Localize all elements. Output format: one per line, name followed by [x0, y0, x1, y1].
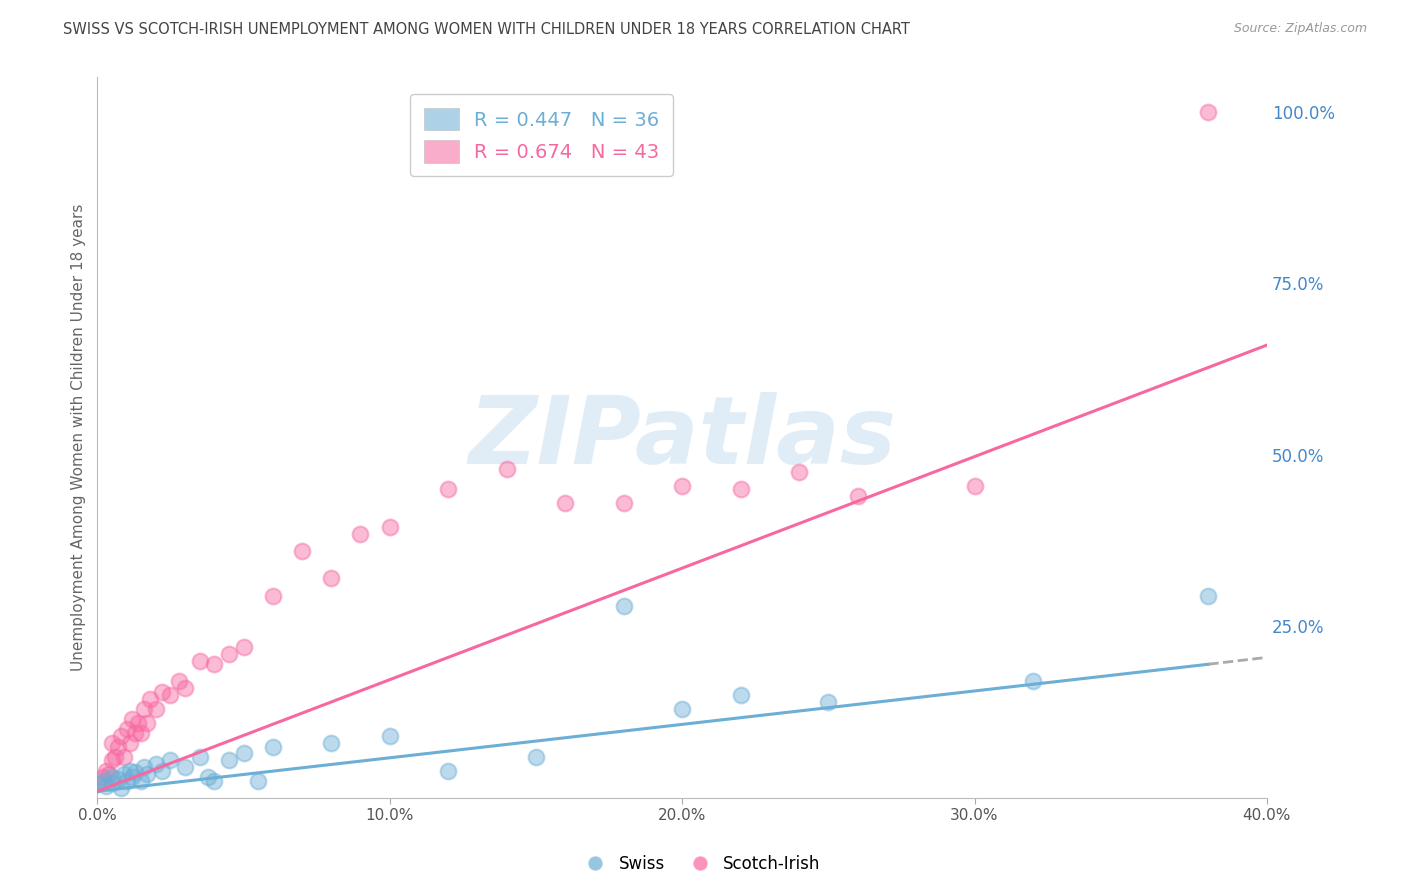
Point — [188, 750, 211, 764]
Point — [124, 764, 146, 779]
Point — [136, 715, 159, 730]
Point — [437, 764, 460, 778]
Point — [139, 691, 162, 706]
Point — [134, 760, 156, 774]
Y-axis label: Unemployment Among Women with Children Under 18 years: Unemployment Among Women with Children U… — [72, 204, 86, 672]
Point — [98, 767, 121, 781]
Point — [107, 772, 129, 786]
Point — [104, 750, 127, 764]
Point — [188, 654, 211, 668]
Point — [437, 482, 460, 496]
Point — [787, 465, 810, 479]
Point — [112, 767, 135, 781]
Point — [91, 773, 114, 788]
Point — [167, 674, 190, 689]
Point — [159, 753, 181, 767]
Point — [94, 764, 117, 778]
Point — [262, 739, 284, 754]
Point — [101, 736, 124, 750]
Point — [124, 726, 146, 740]
Legend: Swiss, Scotch-Irish: Swiss, Scotch-Irish — [579, 848, 827, 880]
Point — [91, 771, 114, 785]
Point — [101, 771, 124, 785]
Point — [202, 657, 225, 672]
Point — [118, 736, 141, 750]
Point — [127, 715, 149, 730]
Point — [174, 760, 197, 774]
Text: Source: ZipAtlas.com: Source: ZipAtlas.com — [1233, 22, 1367, 36]
Point — [495, 461, 517, 475]
Point — [197, 771, 219, 785]
Point — [86, 777, 108, 791]
Point — [145, 756, 167, 771]
Point — [110, 729, 132, 743]
Point — [101, 753, 124, 767]
Point — [202, 773, 225, 788]
Point — [134, 702, 156, 716]
Point — [817, 695, 839, 709]
Point — [1197, 104, 1219, 119]
Point — [671, 479, 693, 493]
Point — [671, 702, 693, 716]
Point — [115, 773, 138, 788]
Text: SWISS VS SCOTCH-IRISH UNEMPLOYMENT AMONG WOMEN WITH CHILDREN UNDER 18 YEARS CORR: SWISS VS SCOTCH-IRISH UNEMPLOYMENT AMONG… — [63, 22, 910, 37]
Point — [730, 688, 752, 702]
Point — [378, 729, 401, 743]
Point — [94, 779, 117, 793]
Point — [247, 773, 270, 788]
Point — [174, 681, 197, 696]
Point — [963, 479, 986, 493]
Point — [150, 764, 173, 778]
Point — [613, 496, 636, 510]
Point — [129, 773, 152, 788]
Point — [613, 599, 636, 613]
Legend: R = 0.447   N = 36, R = 0.674   N = 43: R = 0.447 N = 36, R = 0.674 N = 43 — [411, 95, 673, 177]
Point — [118, 764, 141, 778]
Point — [232, 640, 254, 654]
Point — [159, 688, 181, 702]
Point — [121, 771, 143, 785]
Point — [129, 726, 152, 740]
Point — [554, 496, 576, 510]
Point — [378, 520, 401, 534]
Point — [136, 767, 159, 781]
Point — [321, 571, 343, 585]
Point — [524, 750, 547, 764]
Point — [121, 712, 143, 726]
Point — [110, 780, 132, 795]
Point — [730, 482, 752, 496]
Point — [145, 702, 167, 716]
Point — [1197, 589, 1219, 603]
Point — [1022, 674, 1045, 689]
Point — [291, 544, 314, 558]
Point — [86, 777, 108, 791]
Point — [232, 747, 254, 761]
Point — [846, 489, 869, 503]
Point — [101, 776, 124, 790]
Point — [115, 723, 138, 737]
Point — [262, 589, 284, 603]
Point — [218, 753, 240, 767]
Point — [150, 684, 173, 698]
Text: ZIPatlas: ZIPatlas — [468, 392, 896, 483]
Point — [321, 736, 343, 750]
Point — [112, 750, 135, 764]
Point — [349, 526, 371, 541]
Point — [107, 739, 129, 754]
Point — [218, 647, 240, 661]
